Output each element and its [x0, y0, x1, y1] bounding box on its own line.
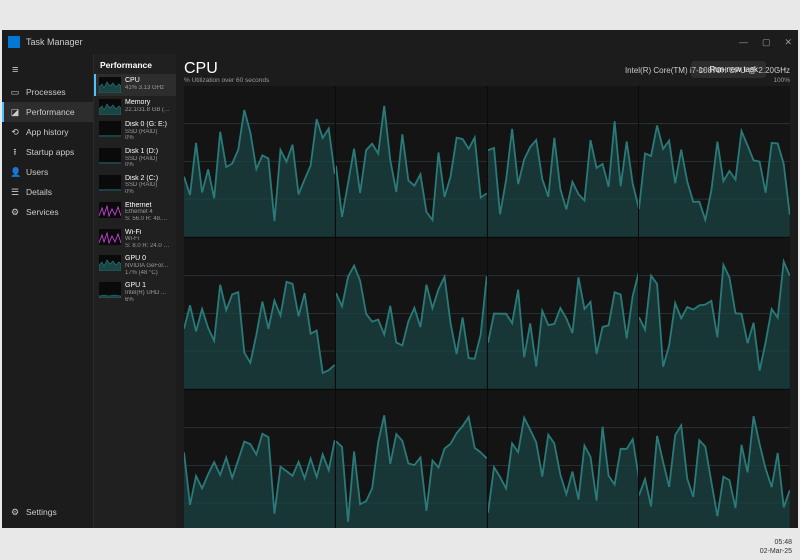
nav-label: Processes [26, 87, 66, 97]
app-icon [8, 36, 20, 48]
perf-thumb [99, 148, 121, 164]
nav-label: App history [26, 127, 69, 137]
perf-item-disk-1-d-[interactable]: Disk 1 (D:)SSD (RAID)0% [94, 145, 176, 172]
perf-thumb [99, 121, 121, 137]
nav-item-performance[interactable]: ◪ Performance [2, 102, 93, 122]
system-clock: 05:48 02-Mar-25 [760, 539, 792, 556]
perf-item-gpu-1[interactable]: GPU 1Intel(R) UHD ...6% [94, 279, 176, 306]
minimize-button[interactable]: — [739, 37, 748, 48]
chart-max-label: 100% [773, 77, 790, 84]
nav-settings[interactable]: ⚙ Settings [2, 502, 94, 522]
close-button[interactable]: ✕ [784, 37, 792, 48]
left-nav: ≡ ▭ Processes ◪ Performance ⟲ App history ⭱ Sta… [2, 54, 94, 528]
perf-thumb [99, 255, 121, 271]
cpu-core-11 [639, 390, 790, 529]
perf-thumb [99, 229, 121, 245]
cpu-core-6 [488, 238, 639, 389]
gear-icon: ⚙ [10, 507, 20, 517]
nav-icon: ☰ [10, 187, 20, 197]
nav-icon: ⟲ [10, 127, 20, 137]
titlebar[interactable]: Task Manager — ▢ ✕ [2, 30, 798, 54]
nav-icon: ▭ [10, 87, 20, 97]
maximize-button[interactable]: ▢ [762, 37, 771, 48]
perf-item-disk-0-g-e-[interactable]: Disk 0 (G: E:)SSD (RAID)0% [94, 118, 176, 145]
task-manager-window: Task Manager — ▢ ✕ ≡ ▭ Processes ◪ Performa… [2, 30, 798, 528]
window-controls: — ▢ ✕ [739, 37, 792, 48]
nav-icon: ⭱ [10, 147, 20, 157]
perf-thumb [99, 77, 121, 93]
perf-thumb [99, 99, 121, 115]
hamburger-button[interactable]: ≡ [2, 58, 93, 82]
perf-item-ethernet[interactable]: EthernetEthernet 4S: 56.0 R: 48.0 Kbps [94, 199, 176, 226]
cpu-core-9 [336, 390, 487, 529]
cpu-core-7 [639, 238, 790, 389]
cpu-core-5 [336, 238, 487, 389]
perf-thumb [99, 202, 121, 218]
nav-item-services[interactable]: ⚙ Services [2, 202, 93, 222]
performance-sidebar: Performance CPU41% 3.13 GHzMemory22.1/31… [94, 54, 176, 528]
content: ≡ ▭ Processes ◪ Performance ⟲ App history ⭱ Sta… [2, 54, 798, 528]
nav-label: Startup apps [26, 147, 74, 157]
chart-caption: % Utilization over 60 seconds [184, 77, 269, 84]
nav-item-app-history[interactable]: ⟲ App history [2, 122, 93, 142]
cpu-core-8 [184, 390, 335, 529]
cpu-core-grid [184, 86, 790, 528]
sidebar-header: Performance [94, 54, 176, 74]
perf-item-gpu-0[interactable]: GPU 0NVIDIA GeFor...17% (48 °C) [94, 252, 176, 279]
perf-thumb [99, 175, 121, 191]
nav-item-users[interactable]: 👤 Users [2, 162, 93, 182]
nav-icon: 👤 [10, 167, 20, 177]
nav-item-startup-apps[interactable]: ⭱ Startup apps [2, 142, 93, 162]
nav-icon: ⚙ [10, 207, 20, 217]
cpu-core-1 [336, 86, 487, 237]
cpu-core-4 [184, 238, 335, 389]
perf-thumb [99, 282, 121, 298]
nav-label: Performance [26, 107, 75, 117]
perf-item-cpu[interactable]: CPU41% 3.13 GHz [94, 74, 176, 96]
nav-item-processes[interactable]: ▭ Processes [2, 82, 93, 102]
nav-label: Users [26, 167, 48, 177]
cpu-core-2 [488, 86, 639, 237]
perf-item-disk-2-c-[interactable]: Disk 2 (C:)SSD (RAID)0% [94, 172, 176, 199]
nav-settings-label: Settings [26, 507, 57, 517]
window-title: Task Manager [26, 37, 83, 47]
nav-icon: ◪ [10, 107, 20, 117]
main-panel: CPU ▷Run new task ⋯ Intel(R) Core(TM) i7… [176, 54, 798, 528]
cpu-model: Intel(R) Core(TM) i7-10870H CPU @ 2.20GH… [184, 66, 790, 75]
perf-item-wi-fi[interactable]: Wi-FiWi-FiS: 8.0 R: 24.0 Kbps [94, 226, 176, 253]
cpu-core-3 [639, 86, 790, 237]
nav-item-details[interactable]: ☰ Details [2, 182, 93, 202]
cpu-core-0 [184, 86, 335, 237]
nav-label: Details [26, 187, 52, 197]
nav-label: Services [26, 207, 59, 217]
perf-item-memory[interactable]: Memory22.1/31.8 GB (69%) [94, 96, 176, 118]
cpu-core-10 [488, 390, 639, 529]
